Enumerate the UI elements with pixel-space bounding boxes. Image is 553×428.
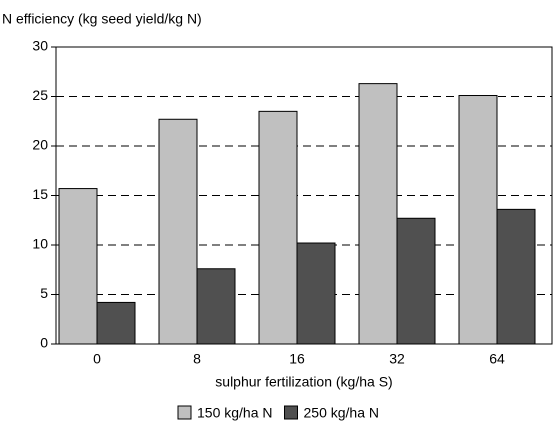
x-tick-label: 64: [489, 351, 505, 367]
y-tick-label: 20: [32, 137, 48, 153]
bar: [196, 268, 236, 345]
plot-frame: [55, 46, 553, 345]
bar: [296, 242, 336, 345]
legend-swatch: [284, 405, 298, 420]
chart-title: N efficiency (kg seed yield/kg N): [2, 11, 202, 27]
x-tick-label: 32: [389, 351, 405, 367]
bar: [258, 110, 298, 345]
bar: [396, 217, 436, 345]
legend-swatch: [177, 405, 192, 420]
bar: [158, 118, 198, 345]
x-tick-label: 8: [193, 351, 201, 367]
y-tick-label: 15: [32, 186, 48, 202]
y-tick-label: 5: [40, 285, 48, 301]
y-tick-label: 0: [40, 335, 48, 351]
x-tick-label: 0: [93, 351, 101, 367]
y-tick-label: 10: [32, 236, 48, 252]
bar: [358, 83, 398, 345]
bar: [496, 208, 536, 345]
bar: [58, 188, 98, 345]
legend-label: 250 kg/ha N: [304, 405, 380, 421]
x-axis-label: sulphur fertilization (kg/ha S): [215, 374, 392, 390]
legend-label: 150 kg/ha N: [197, 405, 273, 421]
y-tick-label: 30: [32, 38, 48, 54]
y-tick-label: 25: [32, 87, 48, 103]
x-tick-label: 16: [289, 351, 305, 367]
bar: [458, 95, 498, 345]
bar: [96, 301, 136, 345]
